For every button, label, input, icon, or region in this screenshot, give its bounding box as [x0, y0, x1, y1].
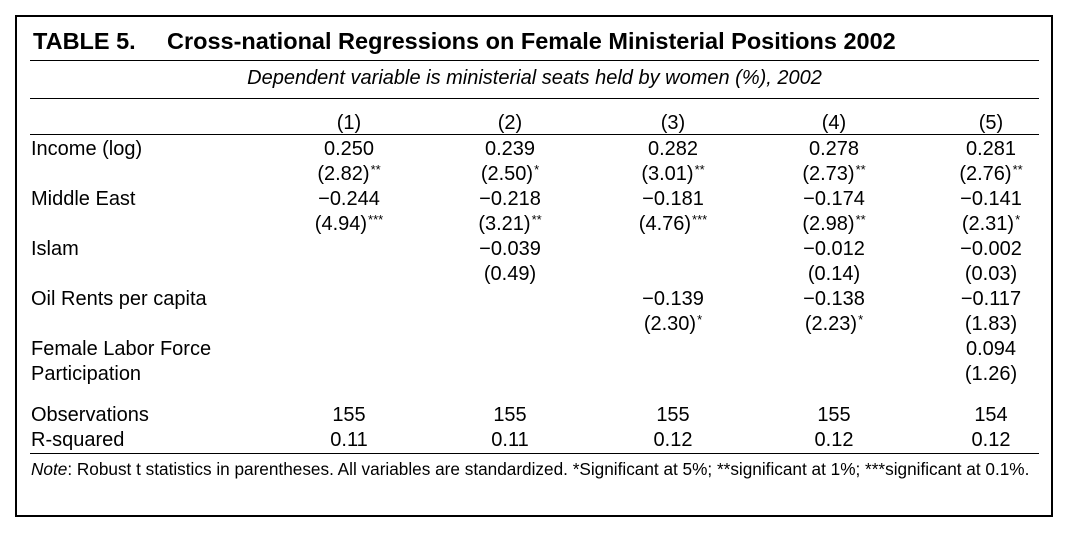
significance-stars: *	[858, 312, 864, 327]
significance-stars: *	[534, 162, 540, 177]
stat-value: 0.12	[653, 429, 693, 451]
coefficient-cell: −0.012	[803, 238, 865, 260]
row-label: Middle East	[31, 188, 136, 210]
significance-stars: ***	[692, 212, 708, 227]
table-title-text: Cross-national Regressions on Female Min…	[167, 28, 896, 54]
column-header-rule	[30, 134, 1039, 135]
coefficient-cell: −0.138	[803, 288, 865, 310]
bottom-rule	[30, 453, 1039, 454]
row-label: Oil Rents per capita	[31, 288, 207, 310]
significance-stars: *	[697, 312, 703, 327]
tstat-value: (2.23)	[804, 313, 858, 335]
tstat-cell: (0.49)	[484, 262, 536, 286]
tstat-cell: (0.14)	[808, 262, 860, 286]
tstat-cell: (0.03)	[965, 262, 1017, 286]
significance-stars: **	[531, 212, 542, 227]
coefficient-cell: −0.139	[642, 288, 704, 310]
coefficient-cell: −0.039	[479, 238, 541, 260]
table-frame	[15, 15, 1053, 517]
coefficient-cell: 0.281	[965, 138, 1017, 160]
significance-stars: **	[855, 212, 866, 227]
table-note: Note: Robust t statistics in parentheses…	[31, 459, 1041, 480]
coefficient-cell: −0.117	[960, 288, 1022, 310]
tstat-value: (3.01)	[641, 163, 694, 185]
tstat-cell: (2.98)**	[802, 212, 865, 238]
tstat-cell: (4.76)***	[639, 212, 707, 238]
tstat-cell: (2.76)**	[959, 162, 1022, 188]
coefficient-cell: 0.282	[647, 138, 699, 160]
tstat-value: (2.82)	[317, 163, 370, 185]
column-header-2: (2)	[497, 112, 523, 134]
table-title: TABLE 5. Cross-national Regressions on Fe…	[33, 28, 896, 55]
tstat-cell: (3.21)**	[478, 212, 541, 238]
stat-value: 155	[332, 404, 366, 426]
tstat-value: (0.14)	[807, 263, 861, 285]
tstat-cell: (1.26)	[965, 362, 1017, 386]
coefficient-cell: −0.141	[960, 188, 1022, 210]
tstat-value: (1.26)	[964, 363, 1018, 385]
tstat-value: (4.94)	[314, 213, 368, 235]
dependent-variable-caption: Dependent variable is ministerial seats …	[247, 67, 822, 89]
stat-label: R-squared	[31, 429, 125, 451]
significance-stars: **	[1012, 162, 1023, 177]
tstat-cell: (2.30)*	[644, 312, 702, 338]
tstat-value: (3.21)	[478, 213, 531, 235]
coefficient-cell: 0.250	[323, 138, 375, 160]
tstat-value: (1.83)	[964, 313, 1018, 335]
tstat-cell: (2.82)**	[317, 162, 380, 188]
significance-stars: **	[694, 162, 705, 177]
tstat-cell: (2.73)**	[802, 162, 865, 188]
significance-stars: *	[1015, 212, 1021, 227]
coefficient-cell: 0.278	[808, 138, 860, 160]
tstat-value: (0.49)	[483, 263, 537, 285]
significance-stars: **	[370, 162, 381, 177]
column-header-4: (4)	[821, 112, 847, 134]
row-label: Income (log)	[31, 138, 143, 160]
coefficient-cell: −0.218	[479, 188, 541, 210]
row-label: Islam	[31, 238, 79, 260]
tstat-cell: (2.31)*	[962, 212, 1020, 238]
significance-stars: **	[855, 162, 866, 177]
row-label-continued: Participation	[31, 363, 142, 385]
significance-stars: ***	[368, 212, 384, 227]
note-label: Note	[31, 459, 68, 479]
column-header-1: (1)	[336, 112, 362, 134]
note-text: : Robust t statistics in parentheses. Al…	[67, 459, 1030, 479]
coefficient-cell: −0.002	[960, 238, 1022, 260]
tstat-cell: (4.94)***	[315, 212, 383, 238]
stat-value: 0.11	[491, 429, 529, 451]
stat-value: 155	[493, 404, 527, 426]
coefficient-cell: 0.239	[484, 138, 536, 160]
column-header-5: (5)	[978, 112, 1004, 134]
table-label: TABLE 5.	[33, 28, 136, 54]
coefficient-cell: −0.174	[803, 188, 865, 210]
tstat-value: (0.03)	[964, 263, 1018, 285]
tstat-cell: (3.01)**	[641, 162, 704, 188]
row-label: Female Labor Force	[31, 338, 212, 360]
stat-value: 0.12	[971, 429, 1011, 451]
tstat-value: (2.73)	[802, 163, 855, 185]
stat-value: 155	[817, 404, 851, 426]
stat-value: 155	[656, 404, 690, 426]
stat-value: 154	[974, 404, 1008, 426]
tstat-value: (2.31)	[961, 213, 1015, 235]
stat-label: Observations	[31, 404, 149, 426]
tstat-value: (2.76)	[959, 163, 1012, 185]
coefficient-cell: −0.181	[642, 188, 704, 210]
header-rule	[30, 98, 1039, 99]
tstat-value: (2.30)	[643, 313, 697, 335]
tstat-value: (4.76)	[638, 213, 692, 235]
tstat-value: (2.50)	[480, 163, 534, 185]
tstat-value: (2.98)	[802, 213, 855, 235]
title-rule	[30, 60, 1039, 61]
column-header-3: (3)	[660, 112, 686, 134]
tstat-cell: (2.23)*	[805, 312, 863, 338]
stat-value: 0.12	[814, 429, 854, 451]
tstat-cell: (2.50)*	[481, 162, 539, 188]
coefficient-cell: 0.094	[965, 338, 1017, 360]
stat-value: 0.11	[330, 429, 368, 451]
tstat-cell: (1.83)	[965, 312, 1017, 336]
coefficient-cell: −0.244	[318, 188, 380, 210]
